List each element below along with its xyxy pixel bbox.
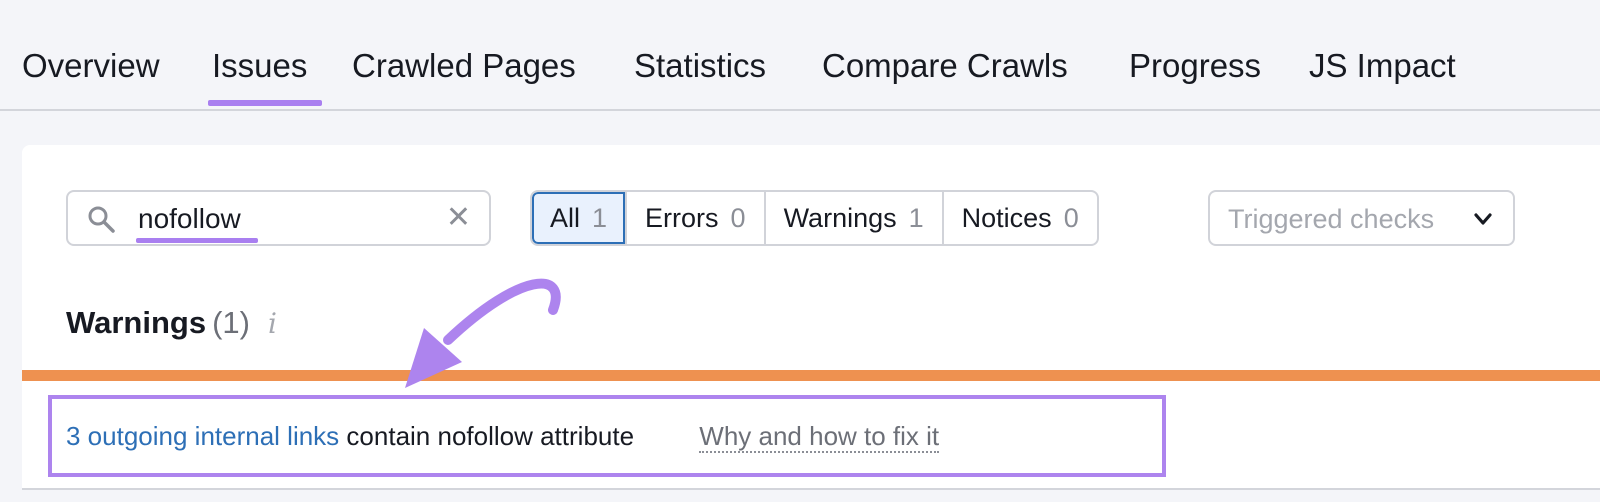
tab-crawled-pages[interactable]: Crawled Pages [352, 47, 576, 84]
tab-overview[interactable]: Overview [22, 47, 160, 84]
filter-count: 0 [730, 202, 746, 233]
issue-link[interactable]: 3 outgoing internal links [66, 421, 340, 451]
chevron-down-icon [1474, 213, 1492, 225]
search-value-highlight [136, 238, 258, 243]
filter-label: Errors [645, 202, 719, 233]
tab-js-impact[interactable]: JS Impact [1309, 47, 1456, 84]
filter-label: All [550, 202, 581, 233]
tab-compare-crawls[interactable]: Compare Crawls [822, 47, 1068, 84]
filter-errors[interactable]: Errors 0 [625, 192, 764, 244]
warning-severity-bar [22, 370, 1600, 381]
tab-issues[interactable]: Issues [212, 47, 308, 84]
why-fix-link[interactable]: Why and how to fix it [699, 421, 940, 453]
filter-warnings[interactable]: Warnings 1 [763, 192, 942, 244]
search-value[interactable]: nofollow [138, 203, 241, 234]
issue-type-filter: All 1 Errors 0 Warnings 1 Notices 0 [530, 190, 1099, 246]
section-count: (1) [212, 305, 250, 340]
filter-count: 1 [592, 202, 608, 233]
issue-description: contain nofollow attribute [346, 421, 635, 451]
info-icon[interactable]: i [267, 307, 277, 340]
filter-label: Warnings [783, 202, 897, 233]
filter-count: 0 [1063, 202, 1079, 233]
section-title: Warnings [66, 305, 207, 340]
issue-row: 3 outgoing internal links contain nofoll… [66, 419, 940, 453]
tab-statistics[interactable]: Statistics [634, 47, 767, 84]
filter-label: Notices [961, 202, 1052, 233]
filter-notices[interactable]: Notices 0 [941, 192, 1097, 244]
tab-progress[interactable]: Progress [1129, 47, 1262, 84]
highlight-box [48, 395, 1166, 477]
active-tab-highlight [208, 100, 322, 106]
search-input[interactable]: nofollow ✕ [66, 190, 491, 246]
filter-count: 1 [908, 202, 924, 233]
close-icon[interactable]: ✕ [445, 201, 471, 234]
search-icon [88, 206, 115, 233]
dropdown-placeholder: Triggered checks [1228, 204, 1435, 234]
triggered-checks-dropdown[interactable]: Triggered checks [1208, 190, 1515, 246]
section-heading: Warnings (1) i [66, 303, 277, 344]
tab-bar: Overview Issues Crawled Pages Statistics… [0, 0, 1600, 111]
filter-all[interactable]: All 1 [532, 192, 626, 244]
